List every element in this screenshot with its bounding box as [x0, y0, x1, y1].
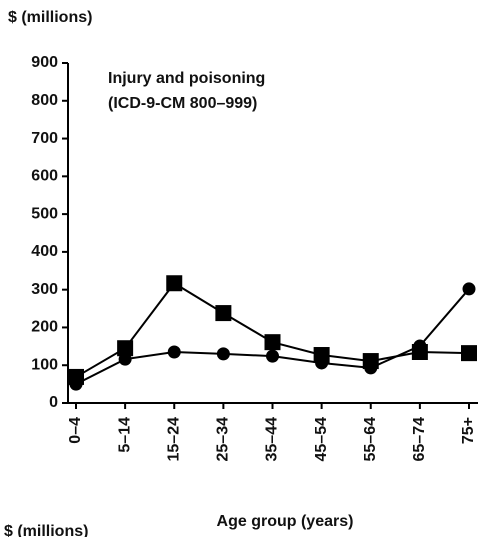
- marker-circle: [413, 339, 427, 353]
- y-tick-label: 600: [31, 168, 58, 185]
- marker-circle: [167, 345, 181, 359]
- marker-square: [166, 275, 183, 292]
- marker-square: [461, 345, 477, 362]
- marker-circle: [69, 377, 83, 391]
- chart-title: (ICD-9-CM 800–999): [108, 95, 257, 112]
- marker-circle: [315, 356, 329, 370]
- next-panel-label: $ (millions): [4, 523, 88, 537]
- y-tick-label: 200: [31, 319, 58, 336]
- marker-circle: [266, 349, 279, 363]
- marker-circle: [462, 282, 476, 296]
- y-tick-label: 500: [31, 205, 58, 222]
- y-tick-label: 0: [49, 394, 58, 411]
- marker-circle: [216, 347, 230, 361]
- x-tick-label: 0–4: [67, 417, 84, 444]
- y-tick-label: 900: [31, 54, 58, 71]
- x-tick-label: 35–44: [264, 417, 281, 462]
- x-tick-label: 15–24: [165, 417, 182, 462]
- y-tick-label: 800: [31, 92, 58, 109]
- y-tick-label: 400: [31, 243, 58, 260]
- x-tick-label: 75+: [460, 417, 477, 444]
- y-tick-label: 100: [31, 356, 58, 373]
- marker-square: [117, 340, 134, 357]
- x-axis-label: Age group (years): [217, 513, 354, 530]
- x-tick-label: 55–64: [362, 417, 379, 462]
- marker-circle: [364, 361, 378, 375]
- x-tick-label: 45–54: [313, 417, 330, 462]
- marker-square: [215, 305, 232, 322]
- y-tick-label: 700: [31, 130, 58, 147]
- y-axis-label: $ (millions): [8, 9, 92, 26]
- series-line: [75, 281, 470, 378]
- marker-circle: [118, 352, 132, 366]
- marker-square: [264, 334, 281, 351]
- x-tick-label: 65–74: [411, 417, 428, 462]
- x-tick-label: 5–14: [116, 417, 133, 453]
- y-tick-label: 300: [31, 281, 58, 298]
- chart-title: Injury and poisoning: [108, 70, 265, 87]
- x-tick-label: 25–34: [215, 417, 232, 462]
